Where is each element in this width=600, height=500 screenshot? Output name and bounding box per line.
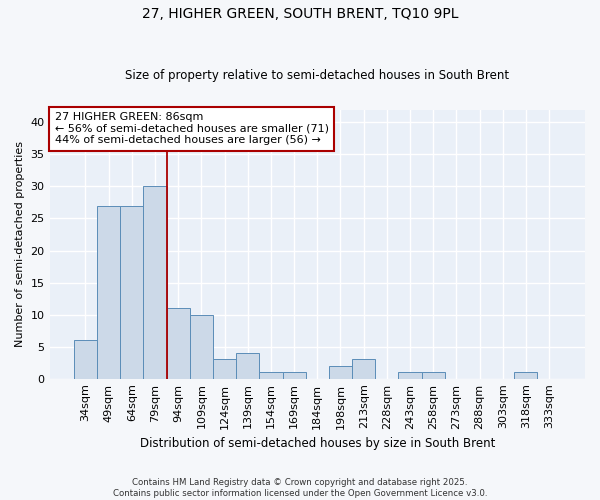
- Bar: [213, 360, 236, 378]
- Bar: [74, 340, 97, 378]
- Bar: [283, 372, 305, 378]
- Bar: [422, 372, 445, 378]
- Bar: [97, 206, 120, 378]
- Y-axis label: Number of semi-detached properties: Number of semi-detached properties: [15, 141, 25, 347]
- Title: Size of property relative to semi-detached houses in South Brent: Size of property relative to semi-detach…: [125, 69, 509, 82]
- Bar: [167, 308, 190, 378]
- Bar: [259, 372, 283, 378]
- Bar: [352, 360, 375, 378]
- Bar: [514, 372, 538, 378]
- Bar: [190, 314, 213, 378]
- Bar: [120, 206, 143, 378]
- Bar: [236, 353, 259, 378]
- Text: 27, HIGHER GREEN, SOUTH BRENT, TQ10 9PL: 27, HIGHER GREEN, SOUTH BRENT, TQ10 9PL: [142, 8, 458, 22]
- X-axis label: Distribution of semi-detached houses by size in South Brent: Distribution of semi-detached houses by …: [140, 437, 495, 450]
- Bar: [398, 372, 422, 378]
- Bar: [329, 366, 352, 378]
- Text: Contains HM Land Registry data © Crown copyright and database right 2025.
Contai: Contains HM Land Registry data © Crown c…: [113, 478, 487, 498]
- Text: 27 HIGHER GREEN: 86sqm
← 56% of semi-detached houses are smaller (71)
44% of sem: 27 HIGHER GREEN: 86sqm ← 56% of semi-det…: [55, 112, 329, 146]
- Bar: [143, 186, 167, 378]
